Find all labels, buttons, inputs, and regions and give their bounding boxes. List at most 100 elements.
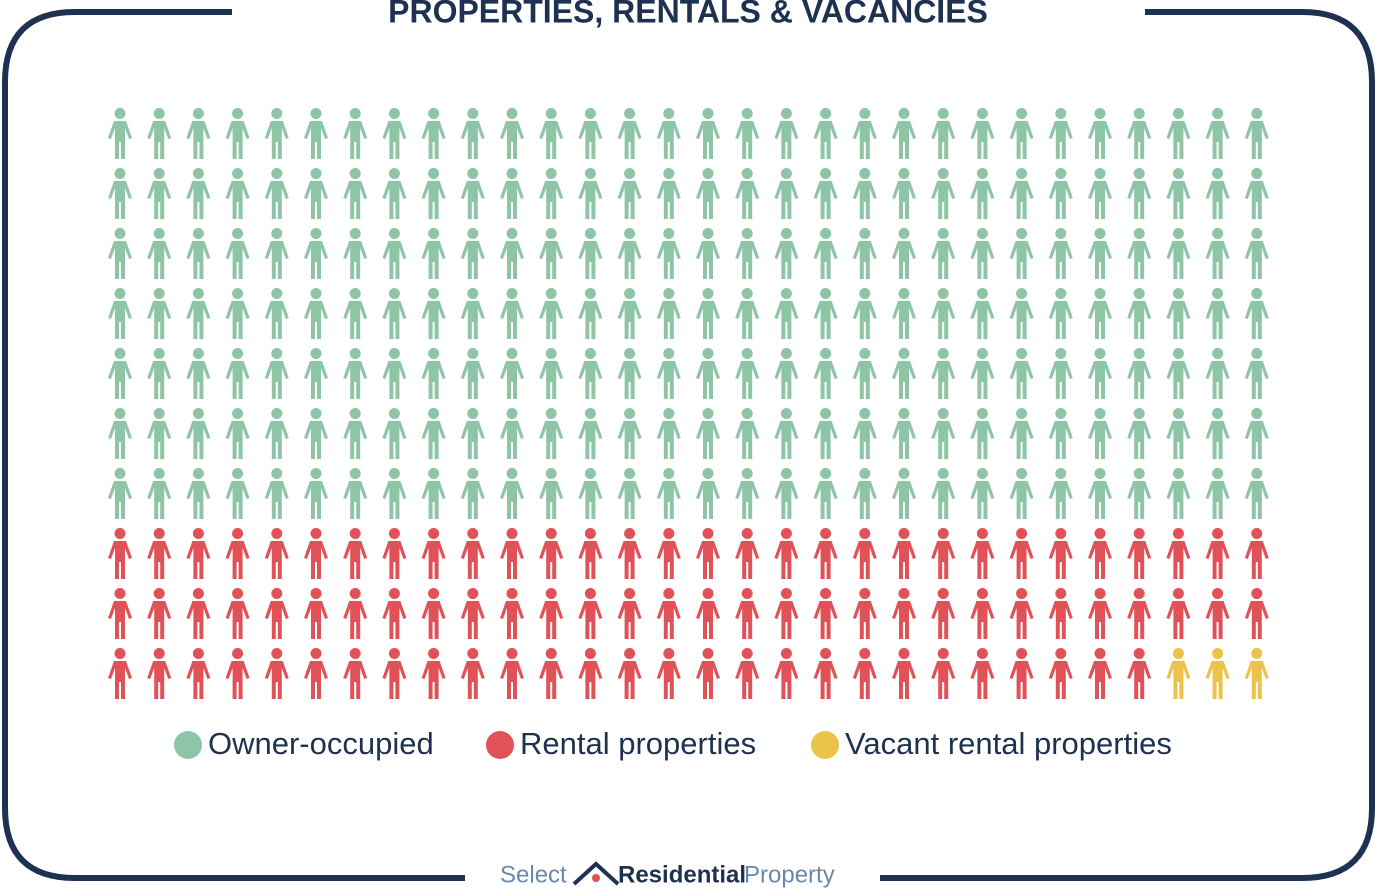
person-icon <box>852 648 877 699</box>
person-icon <box>264 528 289 579</box>
person-icon <box>1009 588 1034 639</box>
person-icon <box>617 468 642 519</box>
person-icon <box>460 528 485 579</box>
person-icon <box>225 348 250 399</box>
person-icon <box>186 528 211 579</box>
person-icon <box>931 348 956 399</box>
person-icon <box>539 288 564 339</box>
person-icon <box>460 108 485 159</box>
person-icon <box>1166 348 1191 399</box>
person-icon <box>147 588 172 639</box>
person-icon <box>304 468 328 519</box>
person-icon <box>1244 468 1269 519</box>
person-icon <box>852 228 877 279</box>
person-icon <box>1127 648 1152 699</box>
person-icon <box>539 348 564 399</box>
person-icon <box>813 408 838 459</box>
person-icon <box>108 408 132 459</box>
person-icon <box>578 228 603 279</box>
person-icon <box>696 228 720 279</box>
person-icon <box>343 168 368 219</box>
person-icon <box>500 168 524 219</box>
person-icon <box>656 108 681 159</box>
person-icon <box>264 468 289 519</box>
person-icon <box>264 288 289 339</box>
person-icon <box>539 648 564 699</box>
person-icon <box>696 528 720 579</box>
person-icon <box>421 468 446 519</box>
person-icon <box>1048 168 1073 219</box>
person-icon <box>892 228 916 279</box>
person-icon <box>343 648 368 699</box>
person-icon <box>186 588 211 639</box>
person-icon <box>892 528 916 579</box>
person-icon <box>1048 528 1073 579</box>
person-icon <box>1205 288 1230 339</box>
person-icon <box>186 228 211 279</box>
person-icon <box>539 168 564 219</box>
person-icon <box>1048 648 1073 699</box>
person-icon <box>1088 288 1112 339</box>
person-icon <box>1166 228 1191 279</box>
person-icon <box>970 648 995 699</box>
person-icon <box>500 228 524 279</box>
person-icon <box>500 288 524 339</box>
person-icon <box>1048 468 1073 519</box>
legend-label: Rental properties <box>520 726 756 761</box>
person-icon <box>656 648 681 699</box>
person-icon <box>264 168 289 219</box>
person-icon <box>1166 468 1191 519</box>
person-icon <box>1205 528 1230 579</box>
person-icon <box>264 648 289 699</box>
brand-select: Select <box>500 861 567 888</box>
person-icon <box>774 468 799 519</box>
person-icon <box>617 408 642 459</box>
person-icon <box>108 288 132 339</box>
brand-residential: Residential <box>618 861 746 888</box>
person-icon <box>931 108 956 159</box>
person-icon <box>892 168 916 219</box>
person-icon <box>1244 228 1269 279</box>
person-icon <box>852 588 877 639</box>
person-icon <box>500 108 524 159</box>
person-icon <box>578 168 603 219</box>
person-icon <box>578 108 603 159</box>
person-icon <box>735 288 760 339</box>
person-icon <box>1166 408 1191 459</box>
person-icon <box>1048 408 1073 459</box>
person-icon <box>1244 588 1269 639</box>
person-icon <box>1205 108 1230 159</box>
person-icon <box>304 348 328 399</box>
person-icon <box>147 228 172 279</box>
person-icon <box>1244 648 1269 699</box>
person-icon <box>421 528 446 579</box>
person-icon <box>578 648 603 699</box>
person-icon <box>264 588 289 639</box>
person-icon <box>696 648 720 699</box>
person-icon <box>1166 168 1191 219</box>
person-icon <box>617 588 642 639</box>
person-icon <box>460 168 485 219</box>
person-icon <box>147 108 172 159</box>
person-icon <box>186 348 211 399</box>
person-icon <box>460 648 485 699</box>
person-icon <box>539 408 564 459</box>
person-icon <box>852 348 877 399</box>
person-icon <box>225 228 250 279</box>
person-icon <box>108 588 132 639</box>
person-icon <box>656 168 681 219</box>
person-icon <box>735 468 760 519</box>
person-icon <box>382 588 407 639</box>
person-icon <box>656 528 681 579</box>
person-icon <box>304 288 328 339</box>
person-icon <box>1244 168 1269 219</box>
person-icon <box>186 288 211 339</box>
person-icon <box>1088 168 1112 219</box>
person-icon <box>421 228 446 279</box>
person-icon <box>696 348 720 399</box>
person-icon <box>225 468 250 519</box>
person-icon <box>1009 528 1034 579</box>
person-icon <box>539 528 564 579</box>
person-icon <box>892 588 916 639</box>
legend-swatch <box>486 731 514 759</box>
